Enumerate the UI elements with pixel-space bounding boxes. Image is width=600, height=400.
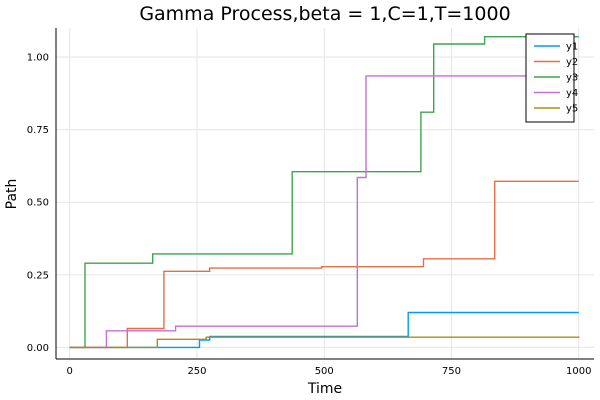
legend-label-y1: y1 bbox=[566, 42, 578, 53]
legend-label-y5: y5 bbox=[566, 104, 578, 115]
legend-label-y3: y3 bbox=[566, 73, 578, 84]
y-tick-label: 0.25 bbox=[27, 270, 49, 281]
series-line-y2 bbox=[69, 180, 579, 349]
series-lines bbox=[69, 36, 580, 349]
axes bbox=[55, 28, 594, 360]
legend: y1 y2 y3 y4 y5 bbox=[525, 33, 578, 123]
grid bbox=[56, 28, 594, 359]
series-line-y1 bbox=[69, 311, 579, 349]
series-line-y3 bbox=[69, 36, 579, 349]
y-tick-label: 0.00 bbox=[27, 343, 49, 354]
chart-title: Gamma Process,beta = 1,C=1,T=1000 bbox=[139, 3, 510, 25]
series-line-y4 bbox=[69, 75, 579, 349]
tick-labels: 0 250 500 750 1000 0.00 0.25 0.50 0.75 1.00 bbox=[27, 53, 592, 377]
x-tick-label: 750 bbox=[442, 366, 461, 377]
x-tick-label: 1000 bbox=[566, 366, 591, 377]
x-tick-label: 250 bbox=[187, 366, 206, 377]
y-tick-label: 0.50 bbox=[27, 198, 49, 209]
legend-label-y2: y2 bbox=[566, 57, 578, 68]
x-tick-label: 0 bbox=[67, 366, 73, 377]
series-line-y5 bbox=[69, 336, 580, 349]
x-axis-title: Time bbox=[307, 381, 342, 397]
y-axis-title: Path bbox=[4, 179, 20, 210]
x-tick-label: 500 bbox=[315, 366, 334, 377]
y-tick-label: 1.00 bbox=[27, 53, 49, 64]
y-tick-label: 0.75 bbox=[27, 125, 49, 136]
legend-label-y4: y4 bbox=[566, 88, 578, 99]
